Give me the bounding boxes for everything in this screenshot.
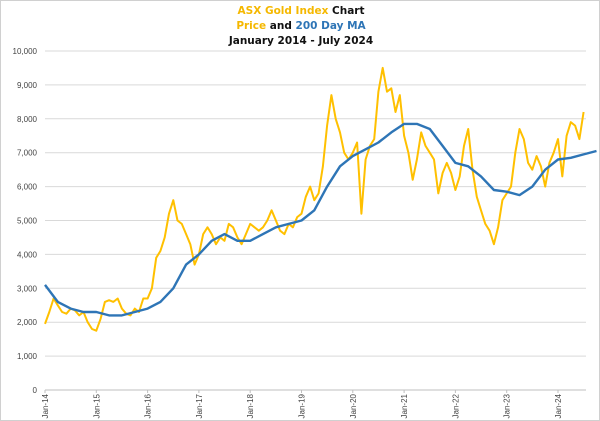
y-tick-label: 3,000 xyxy=(17,284,38,293)
y-tick-label: 4,000 xyxy=(17,250,38,259)
ma-line xyxy=(44,122,597,317)
title-chart-word: Chart xyxy=(328,5,365,17)
x-tick-label: Jan-20 xyxy=(349,393,358,418)
x-tick-label: Jan-14 xyxy=(41,393,50,418)
chart-title: ASX Gold Index Chart Price and 200 Day M… xyxy=(1,4,599,49)
title-index-name: ASX Gold Index xyxy=(237,5,329,17)
y-tick-label: 7,000 xyxy=(17,149,38,158)
x-tick-label: Jan-19 xyxy=(298,393,307,418)
y-tick-label: 5,000 xyxy=(17,217,38,226)
x-tick-label: Jan-24 xyxy=(554,393,563,418)
x-tick-label: Jan-22 xyxy=(451,393,460,418)
y-tick-label: 0 xyxy=(33,386,38,395)
x-tick-label: Jan-21 xyxy=(400,393,409,418)
y-tick-label: 2,000 xyxy=(17,318,38,327)
y-tick-label: 6,000 xyxy=(17,183,38,192)
price-line xyxy=(44,66,585,332)
title-date-range: January 2014 - July 2024 xyxy=(228,35,374,47)
y-tick-label: 9,000 xyxy=(17,81,38,90)
x-tick-label: Jan-16 xyxy=(144,393,153,418)
x-tick-label: Jan-17 xyxy=(195,393,204,418)
legend-price: Price xyxy=(236,20,267,32)
x-tick-label: Jan-18 xyxy=(246,393,255,418)
y-tick-label: 10,000 xyxy=(13,47,38,56)
y-tick-label: 1,000 xyxy=(17,352,38,361)
y-tick-label: 8,000 xyxy=(17,115,38,124)
x-tick-label: Jan-15 xyxy=(92,393,101,418)
x-tick-label: Jan-23 xyxy=(503,393,512,418)
legend-and: and xyxy=(266,20,296,32)
legend-ma: 200 Day MA xyxy=(295,20,366,32)
